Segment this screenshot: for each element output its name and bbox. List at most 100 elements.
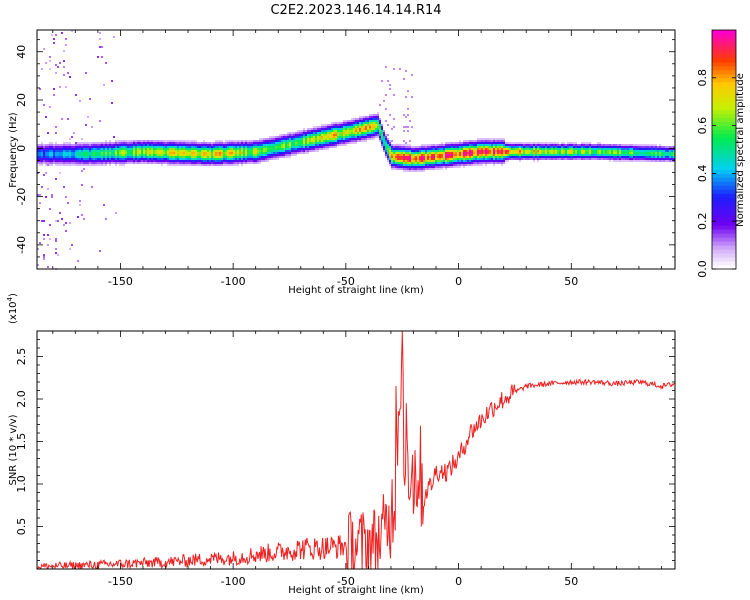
heatmap-cell — [301, 148, 303, 150]
heatmap-cell — [641, 160, 643, 162]
heatmap-cell — [629, 144, 631, 146]
heatmap-cell — [225, 164, 227, 166]
heatmap-cell — [529, 158, 531, 160]
heatmap-cell — [477, 164, 479, 166]
heatmap-cell — [63, 152, 65, 154]
heatmap-cell — [335, 146, 337, 148]
heatmap-cell — [437, 160, 439, 162]
heatmap-cell — [229, 158, 231, 160]
heatmap-cell — [217, 140, 219, 142]
heatmap-cell — [605, 158, 607, 160]
heatmap-cell — [403, 78, 405, 80]
heatmap-cell — [145, 154, 147, 156]
heatmap-cell — [89, 158, 91, 160]
heatmap-cell — [475, 158, 477, 160]
heatmap-cell — [125, 148, 127, 150]
heatmap-cell — [311, 150, 313, 152]
heatmap-cell — [149, 142, 151, 144]
heatmap-cell — [227, 142, 229, 144]
heatmap-cell — [637, 146, 639, 148]
heatmap-cell — [413, 150, 415, 152]
heatmap-cell — [499, 150, 501, 152]
heatmap-cell — [293, 134, 295, 136]
heatmap-cell — [519, 150, 521, 152]
heatmap-cell — [411, 154, 413, 156]
colorbar-segment — [712, 105, 736, 111]
heatmap-cell — [41, 162, 43, 164]
heatmap-cell — [185, 152, 187, 154]
heatmap-cell — [67, 156, 69, 158]
heatmap-cell — [599, 154, 601, 156]
heatmap-cell — [415, 150, 417, 152]
heatmap-cell — [43, 162, 45, 164]
heatmap-cell — [177, 142, 179, 144]
heatmap-cell — [591, 158, 593, 160]
heatmap-cell — [669, 146, 671, 148]
colorbar-segment — [712, 213, 736, 218]
heatmap-cell — [601, 152, 603, 154]
heatmap-cell — [145, 152, 147, 154]
heatmap-cell — [103, 148, 105, 150]
heatmap-cell — [643, 154, 645, 156]
heatmap-cell — [149, 144, 151, 146]
heatmap-cell — [343, 122, 345, 124]
heatmap-cell — [481, 146, 483, 148]
heatmap-cell — [69, 144, 71, 146]
heatmap-cell — [167, 148, 169, 150]
heatmap-cell — [307, 138, 309, 140]
heatmap-cell — [393, 150, 395, 152]
heatmap-cell — [349, 120, 351, 122]
heatmap-cell — [413, 162, 415, 164]
heatmap-cell — [251, 146, 253, 148]
heatmap-cell — [469, 146, 471, 148]
heatmap-cell — [159, 150, 161, 152]
heatmap-cell — [461, 156, 463, 158]
heatmap-cell — [79, 156, 81, 158]
heatmap-cell — [361, 122, 363, 124]
heatmap-cell — [187, 144, 189, 146]
heatmap-cell — [467, 142, 469, 144]
heatmap-cell — [625, 158, 627, 160]
heatmap-cell — [491, 150, 493, 152]
heatmap-cell — [663, 156, 665, 158]
heatmap-cell — [551, 150, 553, 152]
heatmap-cell — [209, 152, 211, 154]
heatmap-cell — [69, 156, 71, 158]
heatmap-cell — [61, 148, 63, 150]
heatmap-cell — [105, 146, 107, 148]
heatmap-cell — [357, 128, 359, 130]
heatmap-cell — [275, 144, 277, 146]
heatmap-cell — [601, 156, 603, 158]
heatmap-cell — [383, 130, 385, 132]
heatmap-cell — [453, 158, 455, 160]
heatmap-cell — [49, 160, 51, 162]
heatmap-cell — [497, 142, 499, 144]
heatmap-cell — [635, 156, 637, 158]
heatmap-cell — [111, 146, 113, 148]
heatmap-cell — [105, 158, 107, 160]
heatmap-cell — [247, 160, 249, 162]
heatmap-cell — [115, 150, 117, 152]
heatmap-cell — [557, 146, 559, 148]
heatmap-cell — [545, 150, 547, 152]
heatmap-cell — [39, 156, 41, 158]
heatmap-cell — [145, 148, 147, 150]
heatmap-cell — [613, 146, 615, 148]
heatmap-cell — [327, 134, 329, 136]
heatmap-cell — [37, 146, 39, 148]
heatmap-cell — [285, 142, 287, 144]
heatmap-cell — [175, 140, 177, 142]
heatmap-cell — [419, 162, 421, 164]
heatmap-cell — [391, 168, 393, 170]
heatmap-cell — [199, 164, 201, 166]
heatmap-cell — [99, 120, 101, 122]
heatmap-cell — [293, 136, 295, 138]
heatmap-cell — [293, 144, 295, 146]
heatmap-cell — [419, 166, 421, 168]
heatmap-cell — [517, 148, 519, 150]
heatmap-cell — [47, 158, 49, 160]
heatmap-cell — [91, 164, 93, 166]
heatmap-cell — [321, 148, 323, 150]
heatmap-cell — [407, 162, 409, 164]
heatmap-cell — [421, 160, 423, 162]
